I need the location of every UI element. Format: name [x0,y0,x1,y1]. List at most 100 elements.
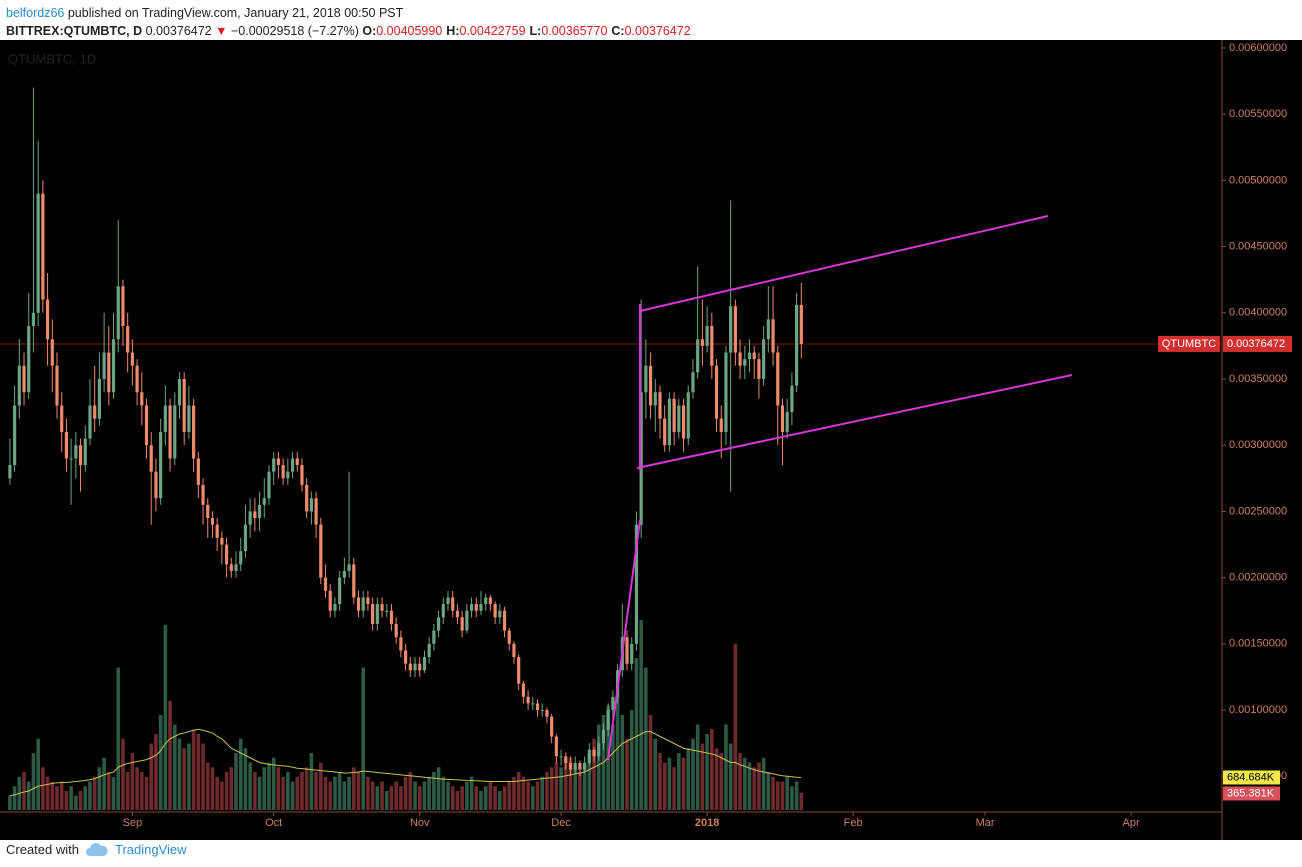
volume-bar [342,781,347,810]
volume-bar [742,757,747,810]
candle-body [545,710,549,717]
candle-body [700,339,704,346]
volume-bar [163,624,168,810]
candle-body [314,498,318,525]
candle-body [743,359,747,366]
volume-bar [300,772,304,810]
candle-body [41,193,45,300]
y-tick-label: 0.00250000 [1229,505,1287,517]
author[interactable]: belfordz66 [6,6,65,20]
volume-bar [526,781,530,810]
volume-bar [648,715,653,810]
volume-ma-line [9,728,802,797]
candle-body [488,597,493,605]
x-tick-label: Apr [1123,817,1140,829]
candle-body [493,604,497,618]
volume-bar [766,772,771,810]
volume-bar [620,715,625,810]
volume-bar [794,781,799,810]
candle-body [69,458,73,460]
volume-bar [738,753,742,810]
candle-body [323,577,328,591]
volume-bar [205,762,210,810]
volume-bar [634,658,639,810]
candle-body [224,544,229,565]
candle-body [300,465,304,485]
candle-body [130,352,134,366]
candle-body [8,465,12,479]
candle-body [681,405,686,439]
volume-bar [691,738,695,810]
volume-bar [460,786,464,810]
candle-body [163,405,167,432]
candle-body [361,597,365,611]
volume-bar [417,786,422,810]
y-tick-label: 0.00500000 [1229,174,1287,186]
candle-body [578,763,582,770]
candle-body [540,710,544,712]
last: 0.00376472 [145,24,212,38]
candle-body [592,749,596,757]
volume-bar [238,738,243,810]
volume-bar [78,791,83,810]
volume-bar [347,776,351,810]
watermark: QTUMBTC, 1D [8,51,96,66]
volume-bar [12,786,17,810]
volume-bar [309,753,314,810]
y-tick-label: 0.00200000 [1229,572,1287,584]
candle-body [36,193,40,313]
candle-body [380,604,384,611]
candle-body [389,610,394,624]
volume-bar [775,781,780,810]
candle-body [507,630,511,644]
candle-body [658,392,662,419]
candle-body [427,643,431,658]
volume-bar [26,781,31,810]
candle-body [479,604,483,611]
candle-body [418,663,422,671]
volume-bar [276,767,281,810]
symbol-badge [1158,335,1220,352]
candle-body [752,352,756,360]
candle-body [535,703,540,711]
candle-body [116,286,120,340]
volume-bar [380,781,384,810]
candle-body [771,319,775,353]
volume-bar [319,762,323,810]
volume-bar [465,781,469,810]
volume-bar [710,729,714,810]
candle-body [144,405,149,446]
candle-body [45,299,50,340]
candle-body [738,352,742,366]
candle-body [371,604,375,624]
volume-bar [210,767,215,810]
volume-bar [304,767,309,810]
volume-bar [50,781,55,810]
candle-body [653,392,657,406]
published: published on TradingView.com, January 21… [67,6,404,20]
volume-bar [323,776,328,810]
volume-bar [107,772,111,810]
volume-bar [328,781,333,810]
volume-bar [455,791,460,810]
volume-bar [224,772,229,810]
axis-labels: 0.000500000.001000000.001500000.00200000… [123,42,1292,829]
candle-body [799,304,803,344]
candle-body [663,418,667,446]
volume-bar [695,724,700,810]
candle-body [573,763,577,770]
volume-bar [681,757,686,810]
volume-bar [97,767,102,810]
candle-body [498,610,502,618]
volume-bar [521,776,526,810]
candle-body [724,352,728,432]
legend-value: 0.00376472 [624,24,691,38]
plot-background [0,40,1302,840]
candle-body [460,617,464,631]
volume-bar [45,776,50,810]
brand[interactable]: TradingView [114,842,187,857]
candle-body [413,663,417,671]
volume-bar [154,734,158,810]
legend-key: H: [446,24,460,38]
volume-bar [596,724,601,810]
